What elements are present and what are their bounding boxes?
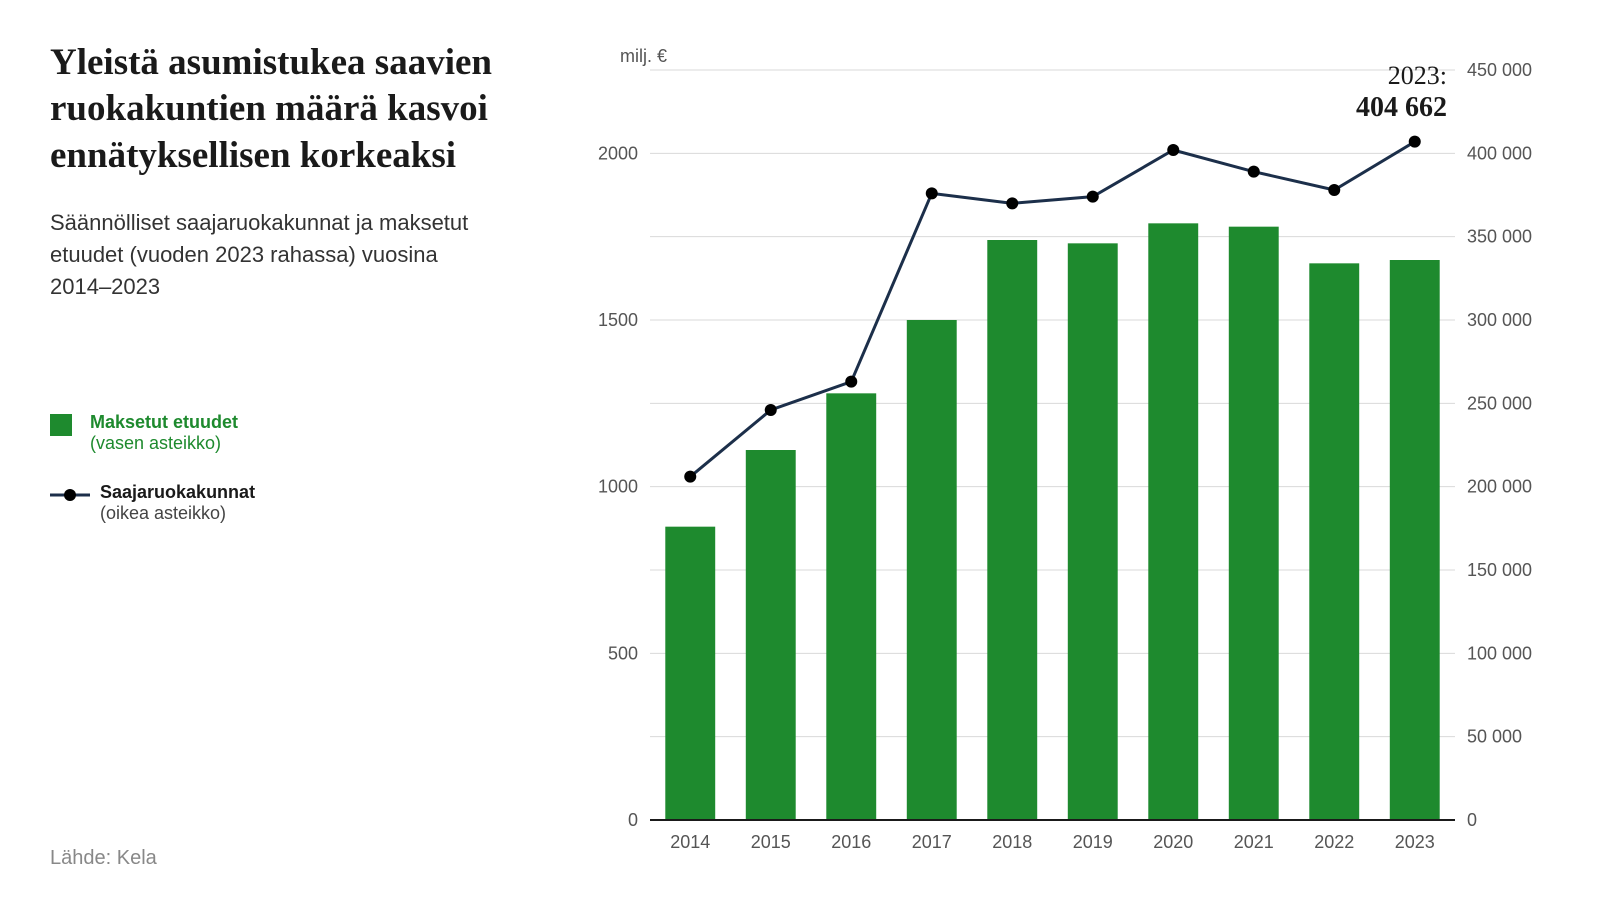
- svg-text:350 000: 350 000: [1467, 227, 1532, 247]
- bar: [826, 393, 876, 820]
- bar: [907, 320, 957, 820]
- svg-text:2018: 2018: [992, 832, 1032, 852]
- svg-text:2021: 2021: [1234, 832, 1274, 852]
- line-marker: [684, 471, 696, 483]
- svg-text:200 000: 200 000: [1467, 477, 1532, 497]
- svg-text:250 000: 250 000: [1467, 393, 1532, 413]
- bar: [987, 240, 1037, 820]
- legend-bar-sub: (vasen asteikko): [90, 433, 238, 454]
- legend-item-line: Saajaruokakunnat (oikea asteikko): [50, 482, 540, 524]
- line-marker: [1167, 144, 1179, 156]
- chart-panel: milj. € 0 500 1000 1500 2000 0 50 000 100 000 150…: [570, 40, 1550, 870]
- svg-text:2019: 2019: [1073, 832, 1113, 852]
- line-marker: [1006, 197, 1018, 209]
- bar: [1148, 223, 1198, 820]
- svg-text:milj. €: milj. €: [620, 46, 667, 66]
- legend-line-swatch: [50, 484, 90, 506]
- bar: [665, 527, 715, 820]
- svg-text:2016: 2016: [831, 832, 871, 852]
- svg-text:2023: 2023: [1395, 832, 1435, 852]
- svg-text:500: 500: [608, 643, 638, 663]
- line-marker: [1248, 166, 1260, 178]
- chart-subtitle: Säännölliset saajaruokakunnat ja maksetu…: [50, 207, 470, 303]
- left-panel: Yleistä asumistukea saavien ruokakuntien…: [50, 40, 570, 870]
- chart-title: Yleistä asumistukea saavien ruokakuntien…: [50, 40, 540, 179]
- line-series: [690, 142, 1415, 477]
- legend-bar-label: Maksetut etuudet: [90, 412, 238, 433]
- svg-text:2014: 2014: [670, 832, 710, 852]
- line-marker: [765, 404, 777, 416]
- svg-text:0: 0: [1467, 810, 1477, 830]
- bar: [1229, 227, 1279, 820]
- legend-line-sub: (oikea asteikko): [100, 503, 255, 524]
- line-marker: [845, 376, 857, 388]
- legend-item-bars: Maksetut etuudet (vasen asteikko): [50, 412, 540, 454]
- bar: [1309, 263, 1359, 820]
- line-marker: [926, 187, 938, 199]
- svg-text:2017: 2017: [912, 832, 952, 852]
- source-label: Lähde: Kela: [50, 847, 540, 870]
- bar: [1390, 260, 1440, 820]
- svg-text:2022: 2022: [1314, 832, 1354, 852]
- legend: Maksetut etuudet (vasen asteikko) Saajar…: [50, 412, 540, 552]
- bar: [1068, 243, 1118, 820]
- svg-text:2023:: 2023:: [1388, 61, 1447, 90]
- svg-text:50 000: 50 000: [1467, 727, 1522, 747]
- legend-line-label: Saajaruokakunnat: [100, 482, 255, 503]
- svg-text:1000: 1000: [598, 477, 638, 497]
- line-marker: [1409, 136, 1421, 148]
- svg-text:400 000: 400 000: [1467, 143, 1532, 163]
- svg-text:2015: 2015: [751, 832, 791, 852]
- svg-text:450 000: 450 000: [1467, 60, 1532, 80]
- bar: [746, 450, 796, 820]
- svg-text:2020: 2020: [1153, 832, 1193, 852]
- svg-text:2000: 2000: [598, 143, 638, 163]
- line-marker: [1328, 184, 1340, 196]
- svg-text:0: 0: [628, 810, 638, 830]
- svg-text:404 662: 404 662: [1356, 92, 1447, 123]
- line-marker: [1087, 191, 1099, 203]
- svg-text:300 000: 300 000: [1467, 310, 1532, 330]
- chart-svg: milj. € 0 500 1000 1500 2000 0 50 000 100 000 150…: [570, 40, 1550, 870]
- svg-text:150 000: 150 000: [1467, 560, 1532, 580]
- svg-text:1500: 1500: [598, 310, 638, 330]
- svg-text:100 000: 100 000: [1467, 643, 1532, 663]
- legend-bar-swatch: [50, 414, 72, 436]
